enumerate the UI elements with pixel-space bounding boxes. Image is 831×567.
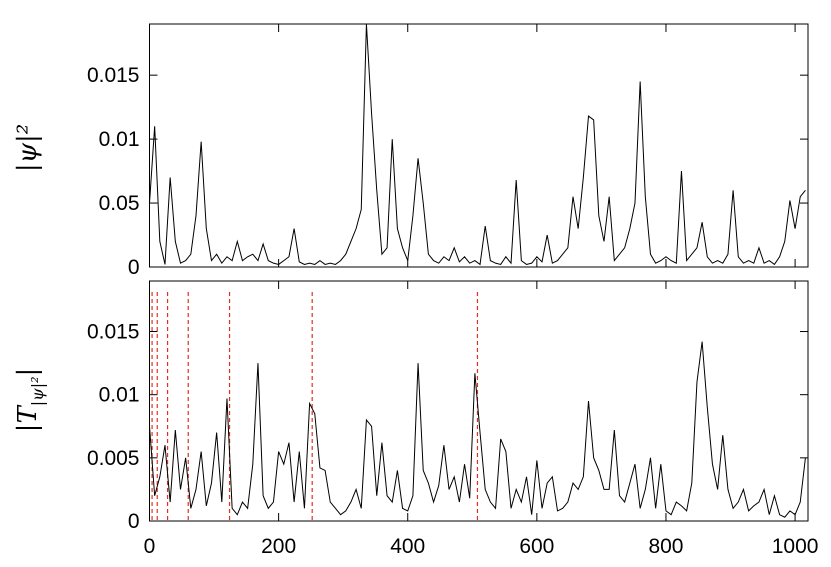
y-axis-label: |T|ψ|²|	[13, 368, 47, 433]
data-line	[149, 341, 806, 518]
y-tick-label: 0.01	[99, 384, 140, 407]
plot-frame	[149, 23, 809, 268]
x-tick-label: 0	[144, 535, 156, 558]
plot-frame	[149, 280, 809, 522]
y-axis-label-sub: |ψ|²	[28, 376, 47, 406]
x-tick-label: 200	[261, 535, 296, 558]
x-tick-label: 400	[390, 535, 425, 558]
x-tick-label: 800	[648, 535, 683, 558]
y-axis-label: |ψ|²	[13, 124, 43, 172]
y-tick-label: 0.05	[99, 192, 140, 215]
y-tick-label: 0.015	[87, 321, 140, 344]
x-tick-label: 600	[519, 535, 554, 558]
x-tick-label: 1000	[772, 535, 819, 558]
y-tick-label: 0.01	[99, 128, 140, 151]
y-tick-label: 0	[128, 510, 140, 533]
y-axis-label-part: |T	[13, 405, 43, 433]
data-line	[149, 23, 806, 266]
y-tick-label: 0.005	[87, 447, 140, 470]
y-tick-label: 0	[128, 256, 140, 279]
y-tick-label: 0.015	[87, 64, 140, 87]
y-axis-label-part: |	[13, 368, 43, 377]
